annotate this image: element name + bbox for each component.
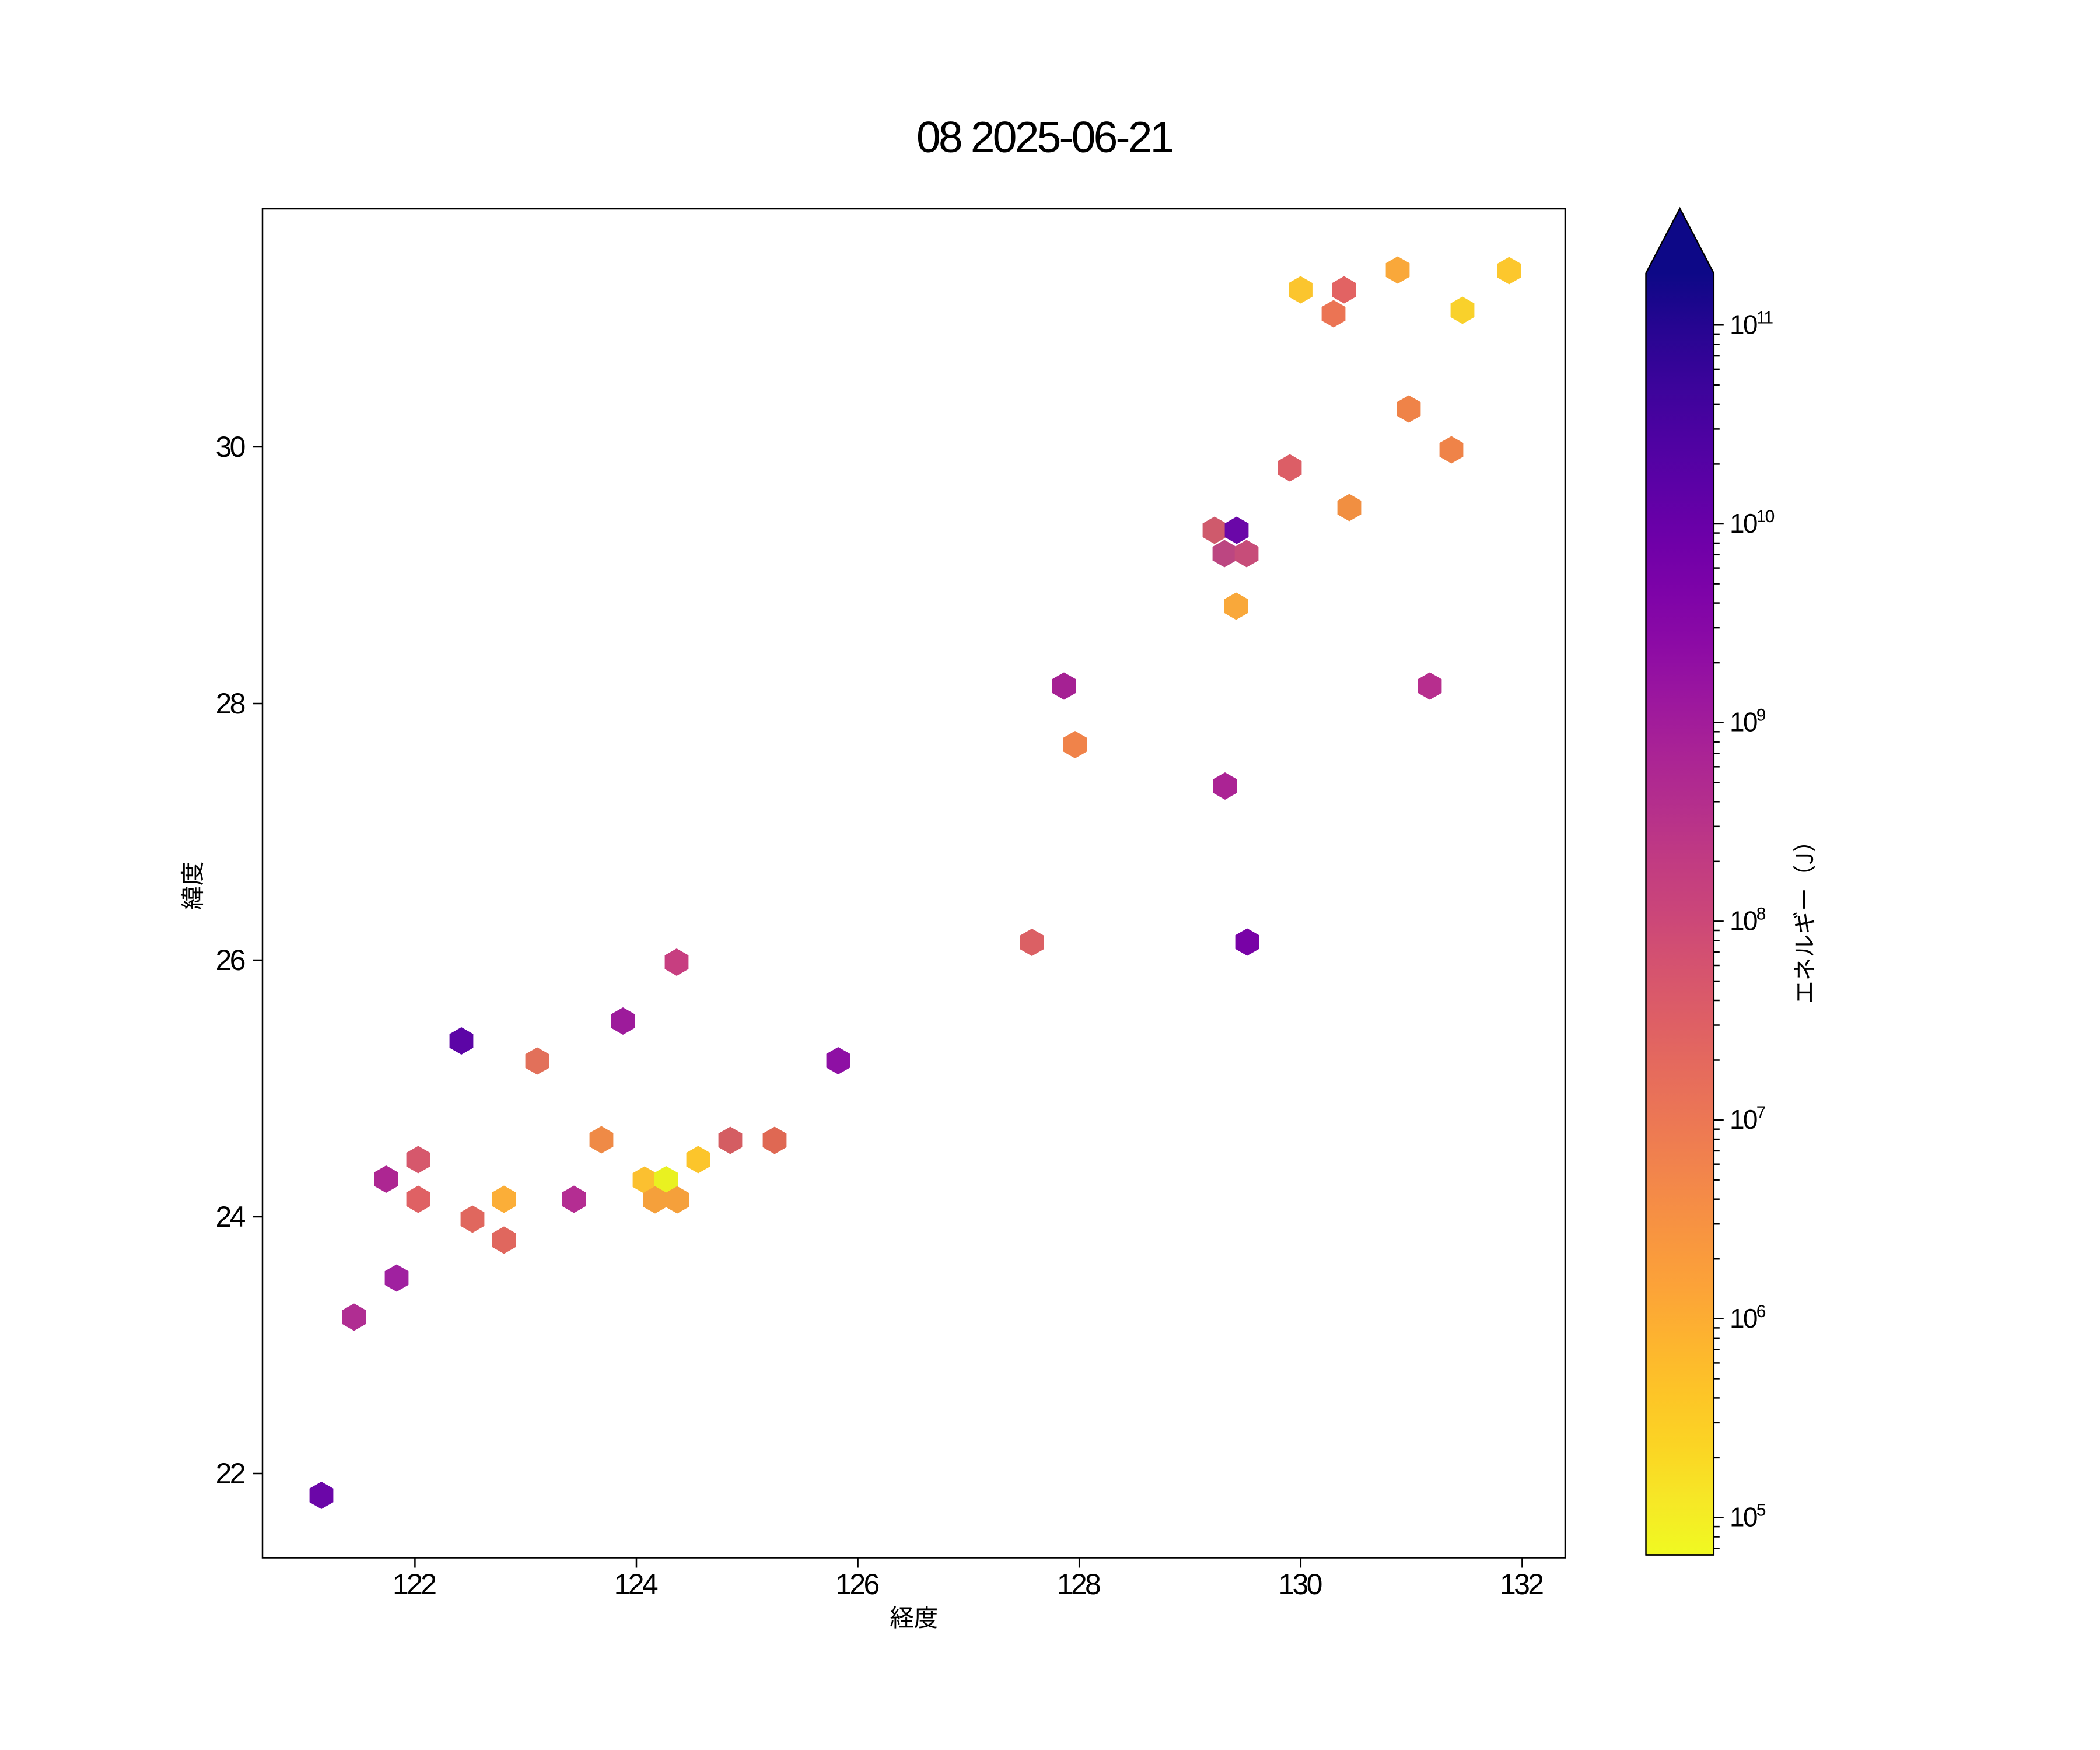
svg-text:26: 26: [215, 944, 244, 977]
svg-text:107: 107: [1730, 1103, 1766, 1135]
svg-text:22: 22: [215, 1457, 244, 1490]
svg-text:105: 105: [1730, 1501, 1766, 1532]
svg-text:124: 124: [614, 1568, 658, 1601]
svg-text:132: 132: [1500, 1568, 1543, 1601]
svg-text:28: 28: [215, 687, 244, 720]
svg-text:126: 126: [835, 1568, 878, 1601]
svg-text:08 2025-06-21: 08 2025-06-21: [916, 113, 1173, 162]
svg-text:1010: 1010: [1730, 507, 1774, 538]
svg-text:1011: 1011: [1730, 308, 1773, 340]
svg-text:130: 130: [1278, 1568, 1321, 1601]
svg-text:109: 109: [1730, 706, 1766, 737]
svg-text:122: 122: [393, 1568, 436, 1601]
svg-text:106: 106: [1730, 1302, 1766, 1334]
svg-text:108: 108: [1730, 904, 1766, 936]
svg-text:24: 24: [215, 1200, 245, 1233]
svg-text:128: 128: [1057, 1568, 1100, 1601]
svg-text:30: 30: [215, 430, 244, 463]
